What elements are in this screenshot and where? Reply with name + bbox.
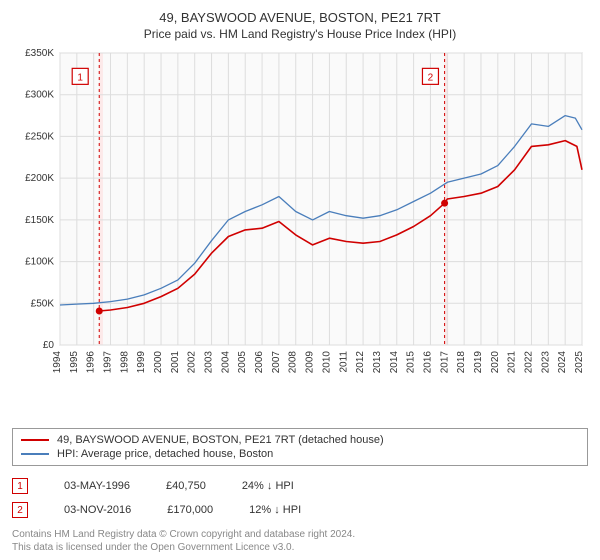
svg-text:2007: 2007 — [271, 351, 282, 374]
legend-swatch — [21, 453, 49, 455]
footer-line2: This data is licensed under the Open Gov… — [12, 541, 588, 554]
sale-point-price: £170,000 — [167, 504, 213, 516]
legend-label: 49, BAYSWOOD AVENUE, BOSTON, PE21 7RT (d… — [57, 434, 384, 446]
svg-text:£50K: £50K — [31, 298, 55, 309]
svg-text:2: 2 — [428, 72, 434, 83]
sale-point-delta: 12% ↓ HPI — [249, 504, 301, 516]
svg-text:£300K: £300K — [25, 90, 54, 101]
svg-text:1997: 1997 — [103, 351, 114, 374]
svg-text:£100K: £100K — [25, 257, 54, 268]
svg-text:2015: 2015 — [406, 351, 417, 374]
svg-text:1994: 1994 — [52, 351, 63, 374]
title-sub: Price paid vs. HM Land Registry's House … — [12, 27, 588, 41]
footer-line1: Contains HM Land Registry data © Crown c… — [12, 528, 588, 541]
svg-text:2018: 2018 — [456, 351, 467, 374]
svg-text:2022: 2022 — [523, 351, 534, 374]
svg-text:2001: 2001 — [170, 351, 181, 374]
footer: Contains HM Land Registry data © Crown c… — [12, 528, 588, 554]
svg-text:1995: 1995 — [69, 351, 80, 374]
svg-text:2014: 2014 — [389, 351, 400, 374]
svg-text:£200K: £200K — [25, 173, 54, 184]
legend-item: HPI: Average price, detached house, Bost… — [21, 447, 579, 461]
svg-text:£0: £0 — [43, 340, 55, 351]
svg-text:£350K: £350K — [25, 48, 54, 59]
svg-text:2008: 2008 — [288, 351, 299, 374]
svg-text:1: 1 — [77, 72, 83, 83]
svg-text:2025: 2025 — [574, 351, 585, 374]
sale-points-table: 1 03-MAY-1996 £40,750 24% ↓ HPI 2 03-NOV-2016… — [12, 474, 588, 522]
svg-text:2000: 2000 — [153, 351, 164, 374]
svg-text:2011: 2011 — [338, 351, 349, 373]
svg-text:2005: 2005 — [237, 351, 248, 374]
svg-text:2021: 2021 — [507, 351, 518, 374]
svg-text:2006: 2006 — [254, 351, 265, 374]
sale-point-marker: 2 — [12, 502, 28, 518]
svg-text:1999: 1999 — [136, 351, 147, 374]
sale-point-price: £40,750 — [166, 480, 206, 492]
svg-text:2003: 2003 — [204, 351, 215, 374]
svg-text:2002: 2002 — [187, 351, 198, 374]
sale-point-row: 1 03-MAY-1996 £40,750 24% ↓ HPI — [12, 474, 588, 498]
svg-text:2012: 2012 — [355, 351, 366, 374]
svg-text:2017: 2017 — [439, 351, 450, 374]
title-main: 49, BAYSWOOD AVENUE, BOSTON, PE21 7RT — [12, 10, 588, 25]
chart-area: £0 £50K £100K £150K £200K £250K £300K £350K 1994… — [12, 47, 588, 420]
legend-label: HPI: Average price, detached house, Bost… — [57, 448, 273, 460]
svg-text:1998: 1998 — [119, 351, 130, 374]
legend-item: 49, BAYSWOOD AVENUE, BOSTON, PE21 7RT (d… — [21, 433, 579, 447]
chart-titles: 49, BAYSWOOD AVENUE, BOSTON, PE21 7RT Pr… — [12, 10, 588, 41]
svg-text:2016: 2016 — [422, 351, 433, 374]
svg-text:2020: 2020 — [490, 351, 501, 374]
price-chart: £0 £50K £100K £150K £200K £250K £300K £350K 1994… — [12, 47, 588, 377]
legend: 49, BAYSWOOD AVENUE, BOSTON, PE21 7RT (d… — [12, 428, 588, 466]
svg-text:2013: 2013 — [372, 351, 383, 374]
sale-point-date: 03-NOV-2016 — [64, 504, 131, 516]
svg-text:2024: 2024 — [557, 351, 568, 374]
svg-text:2019: 2019 — [473, 351, 484, 374]
svg-text:£250K: £250K — [25, 131, 54, 142]
svg-text:2010: 2010 — [321, 351, 332, 374]
svg-text:1996: 1996 — [86, 351, 97, 374]
sale-point-date: 03-MAY-1996 — [64, 480, 130, 492]
svg-text:2023: 2023 — [540, 351, 551, 374]
legend-swatch — [21, 439, 49, 441]
sale-point-row: 2 03-NOV-2016 £170,000 12% ↓ HPI — [12, 498, 588, 522]
svg-text:2004: 2004 — [220, 351, 231, 374]
svg-text:£150K: £150K — [25, 215, 54, 226]
sale-point-marker: 1 — [12, 478, 28, 494]
svg-text:2009: 2009 — [305, 351, 316, 374]
sale-point-delta: 24% ↓ HPI — [242, 480, 294, 492]
